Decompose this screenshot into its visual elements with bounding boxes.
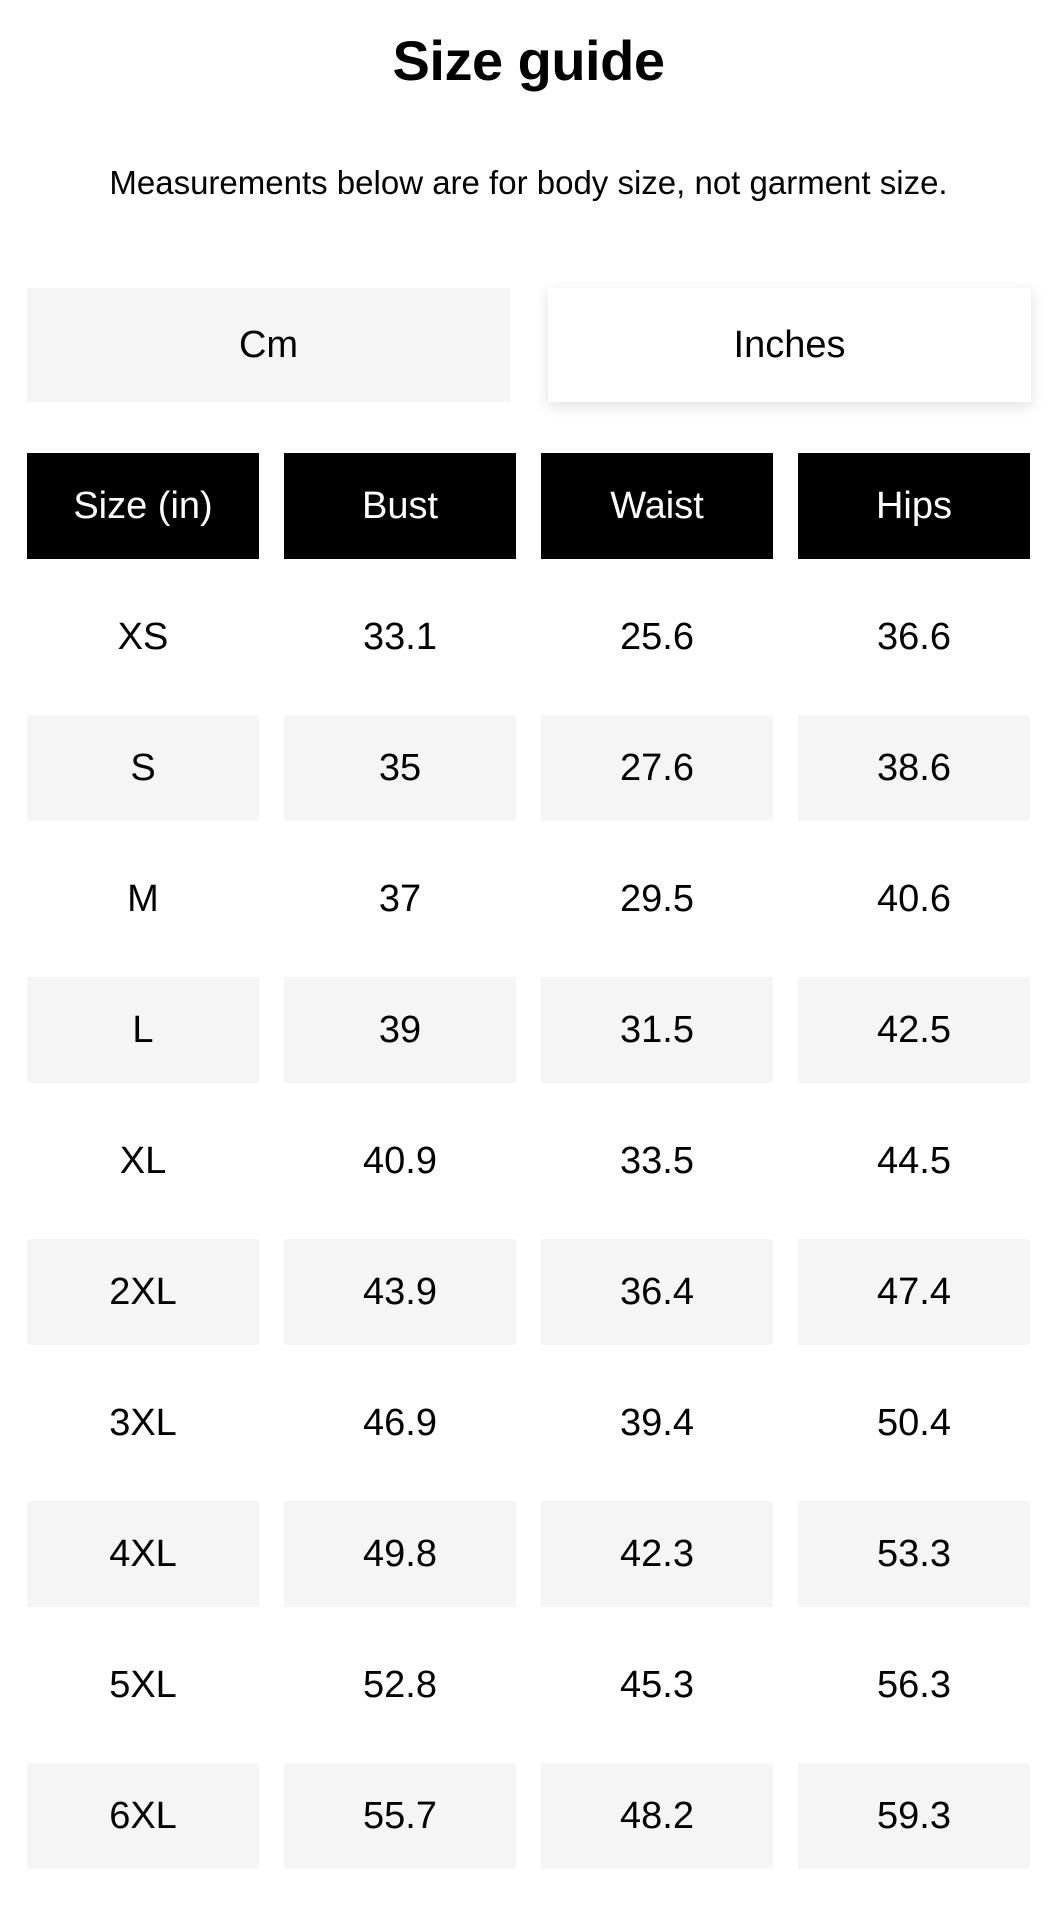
page-subtitle: Measurements below are for body size, no…	[109, 164, 948, 201]
table-row: 2XL 43.9 36.4 47.4	[27, 1239, 1030, 1345]
cell-bust: 52.8	[363, 1663, 437, 1706]
cell-waist: 42.3	[541, 1501, 773, 1607]
cell-waist: 39.4	[620, 1401, 694, 1444]
table-row: 3XL 46.9 39.4 50.4	[27, 1370, 1030, 1476]
cell-size: M	[127, 877, 159, 920]
cell-hips: 36.6	[877, 615, 951, 658]
cell-waist: 29.5	[620, 877, 694, 920]
header-hips: Hips	[798, 453, 1030, 559]
cell-bust: 40.9	[363, 1139, 437, 1182]
cell-hips: 47.4	[798, 1239, 1030, 1345]
header-size: Size (in)	[27, 453, 259, 559]
table-row: 6XL 55.7 48.2 59.3	[27, 1763, 1030, 1869]
table-row: L 39 31.5 42.5	[27, 977, 1030, 1083]
table-row: XL 40.9 33.5 44.5	[27, 1108, 1030, 1214]
cell-bust: 39	[284, 977, 516, 1083]
cell-hips: 38.6	[798, 715, 1030, 821]
cell-waist: 48.2	[541, 1763, 773, 1869]
cell-hips: 44.5	[877, 1139, 951, 1182]
cell-size: L	[27, 977, 259, 1083]
cell-bust: 55.7	[284, 1763, 516, 1869]
cell-waist: 31.5	[541, 977, 773, 1083]
cell-bust: 43.9	[284, 1239, 516, 1345]
cell-size: 5XL	[109, 1663, 177, 1706]
cell-bust: 33.1	[363, 615, 437, 658]
table-header: Size (in) Bust Waist Hips	[27, 453, 1030, 559]
cell-hips: 40.6	[877, 877, 951, 920]
cell-hips: 42.5	[798, 977, 1030, 1083]
cell-size: XS	[117, 615, 169, 658]
cell-bust: 46.9	[363, 1401, 437, 1444]
header-bust: Bust	[284, 453, 516, 559]
table-row: 5XL 52.8 45.3 56.3	[27, 1632, 1030, 1738]
cell-waist: 25.6	[620, 615, 694, 658]
page-title: Size guide	[392, 29, 665, 92]
cell-hips: 56.3	[877, 1663, 951, 1706]
cell-size: S	[27, 715, 259, 821]
size-table: Size (in) Bust Waist Hips XS 33.1 25.6 36.6…	[27, 453, 1030, 1894]
cell-hips: 53.3	[798, 1501, 1030, 1607]
table-row: XS 33.1 25.6 36.6	[27, 584, 1030, 690]
cell-size: 6XL	[27, 1763, 259, 1869]
cell-hips: 50.4	[877, 1401, 951, 1444]
cell-bust: 35	[284, 715, 516, 821]
table-row: S 35 27.6 38.6	[27, 715, 1030, 821]
table-row: 4XL 49.8 42.3 53.3	[27, 1501, 1030, 1607]
cell-hips: 59.3	[798, 1763, 1030, 1869]
table-row: M 37 29.5 40.6	[27, 846, 1030, 952]
unit-toggle-cm[interactable]: Cm	[27, 288, 510, 402]
cell-size: XL	[119, 1139, 167, 1182]
cell-waist: 45.3	[620, 1663, 694, 1706]
cell-size: 3XL	[109, 1401, 177, 1444]
cell-bust: 49.8	[284, 1501, 516, 1607]
cell-size: 2XL	[27, 1239, 259, 1345]
unit-toggle-inches[interactable]: Inches	[548, 288, 1031, 402]
cell-bust: 37	[378, 877, 422, 920]
cell-waist: 36.4	[541, 1239, 773, 1345]
header-waist: Waist	[541, 453, 773, 559]
cell-waist: 27.6	[541, 715, 773, 821]
cell-size: 4XL	[27, 1501, 259, 1607]
cell-waist: 33.5	[620, 1139, 694, 1182]
